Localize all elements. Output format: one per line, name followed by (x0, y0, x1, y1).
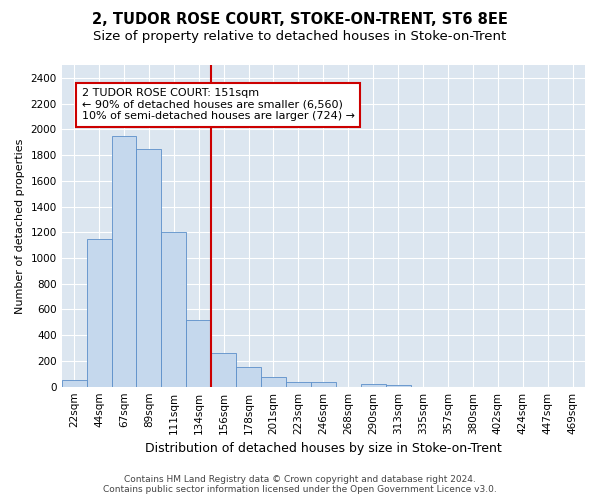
Text: Contains HM Land Registry data © Crown copyright and database right 2024.
Contai: Contains HM Land Registry data © Crown c… (103, 474, 497, 494)
Bar (86, 238, 112, 386)
Bar (286, 382, 311, 386)
Bar (261, 377, 286, 386)
Text: Size of property relative to detached houses in Stoke-on-Trent: Size of property relative to detached ho… (94, 30, 506, 43)
Text: 2, TUDOR ROSE COURT, STOKE-ON-TRENT, ST6 8EE: 2, TUDOR ROSE COURT, STOKE-ON-TRENT, ST6… (92, 12, 508, 28)
Y-axis label: Number of detached properties: Number of detached properties (15, 138, 25, 314)
Bar (112, 136, 136, 386)
Text: 2 TUDOR ROSE COURT: 151sqm
← 90% of detached houses are smaller (6,560)
10% of s: 2 TUDOR ROSE COURT: 151sqm ← 90% of deta… (82, 88, 355, 122)
Bar (386, 385, 410, 386)
Bar (361, 384, 386, 386)
Bar (211, 352, 236, 386)
Bar (236, 366, 261, 386)
Bar (311, 382, 336, 386)
Bar (136, 148, 161, 386)
Bar (186, 320, 211, 386)
Bar (161, 232, 186, 386)
X-axis label: Distribution of detached houses by size in Stoke-on-Trent: Distribution of detached houses by size … (145, 442, 502, 455)
Bar (62, 380, 86, 386)
